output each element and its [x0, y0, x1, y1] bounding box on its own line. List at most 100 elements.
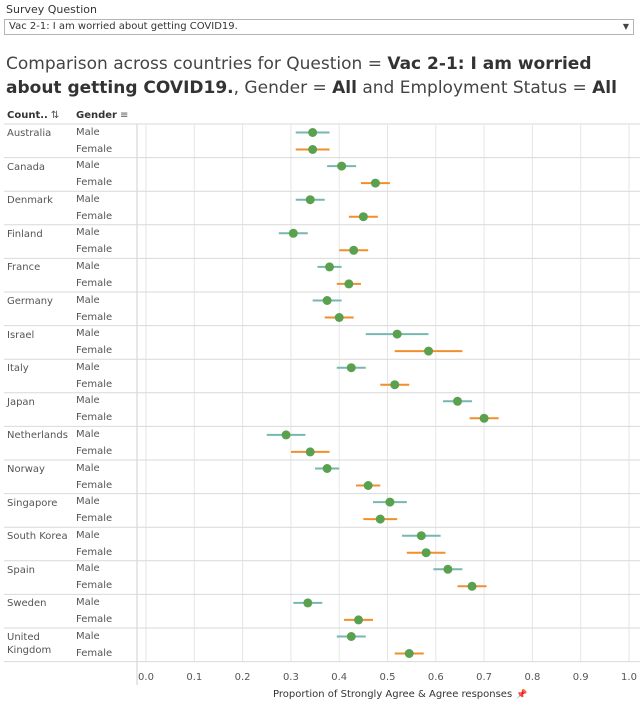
data-point: [303, 598, 313, 608]
gender-label: Male: [76, 260, 100, 272]
data-point: [467, 581, 477, 591]
gender-label: Female: [76, 546, 113, 558]
sort-descending-icon[interactable]: ≡: [119, 110, 129, 121]
chevron-down-icon[interactable]: ▼: [622, 22, 629, 31]
data-point: [346, 363, 356, 373]
data-point: [281, 430, 291, 440]
data-point: [358, 212, 368, 222]
gender-label: Female: [76, 177, 113, 189]
gender-header-label: Gender: [76, 110, 117, 121]
data-point: [375, 514, 385, 524]
data-point: [288, 228, 298, 238]
x-tick-label: 1.0: [621, 672, 637, 683]
gender-label: Male: [76, 160, 100, 172]
gender-label: Male: [76, 294, 100, 306]
survey-question-value: Vac 2-1: I am worried about getting COVI…: [9, 21, 238, 32]
x-tick-label: 0.0: [138, 672, 154, 683]
data-point: [385, 497, 395, 507]
gender-label: Female: [76, 412, 113, 424]
gender-label: Male: [76, 193, 100, 205]
data-point: [421, 548, 431, 558]
gender-label: Female: [76, 277, 113, 289]
country-header-label: Count..: [7, 110, 48, 121]
pin-icon[interactable]: 📌: [516, 690, 528, 700]
data-point: [349, 245, 359, 255]
country-label: Denmark: [7, 195, 53, 207]
data-point: [322, 296, 332, 305]
country-label: Australia: [7, 128, 52, 139]
page-title: Comparison across countries for Question…: [6, 52, 638, 100]
country-column-header[interactable]: Count.. ⇅: [7, 110, 59, 121]
data-point: [363, 481, 373, 490]
x-tick-label: 0.8: [524, 672, 540, 683]
title-gender: All: [332, 78, 357, 98]
data-point: [370, 178, 380, 188]
title-prefix: Comparison across countries for Question…: [6, 54, 388, 74]
country-label: Finland: [7, 228, 43, 240]
survey-question-dropdown[interactable]: Vac 2-1: I am worried about getting COVI…: [4, 19, 634, 35]
x-tick-label: 0.4: [331, 672, 347, 683]
data-point: [337, 161, 347, 171]
x-axis-title-text: Proportion of Strongly Agree & Agree res…: [273, 689, 513, 700]
country-label: South Korea: [7, 531, 68, 543]
data-point: [404, 649, 414, 658]
title-employment-text: and Employment Status =: [356, 78, 593, 98]
country-label: Italy: [7, 363, 29, 375]
x-tick-label: 0.5: [380, 672, 396, 683]
gender-label: Male: [76, 428, 100, 440]
sort-az-icon[interactable]: ⇅: [50, 110, 60, 121]
data-point: [354, 615, 364, 625]
gender-label: Female: [76, 378, 113, 390]
gender-label: Male: [76, 630, 100, 642]
x-tick-label: 0.9: [573, 672, 589, 683]
gender-label: Female: [76, 513, 113, 525]
country-label: Canada: [7, 161, 46, 173]
data-point: [308, 128, 318, 137]
data-point: [334, 313, 344, 322]
x-tick-label: 0.3: [283, 672, 299, 683]
gender-label: Male: [76, 395, 100, 407]
data-point: [479, 413, 489, 423]
country-label: Netherlands: [7, 430, 68, 442]
gender-label: Male: [76, 126, 100, 138]
gender-label: Female: [76, 345, 113, 357]
country-label: Spain: [7, 564, 35, 576]
data-point: [392, 329, 402, 339]
data-point: [453, 396, 463, 406]
data-point: [305, 195, 315, 205]
gender-label: Male: [76, 529, 100, 541]
survey-question-label: Survey Question: [6, 3, 97, 16]
data-point: [424, 346, 434, 356]
gender-label: Male: [76, 462, 100, 474]
gender-label: Male: [76, 496, 100, 508]
data-point: [443, 564, 453, 574]
gender-label: Female: [76, 311, 113, 323]
data-point: [305, 447, 315, 457]
gender-label: Female: [76, 580, 113, 592]
country-label: Sweden: [7, 598, 47, 610]
gender-label: Female: [76, 143, 113, 155]
gender-column-header[interactable]: Gender ≡: [76, 110, 128, 121]
gender-label: Male: [76, 328, 100, 340]
title-gender-text: , Gender =: [233, 78, 333, 98]
data-point: [325, 262, 335, 272]
x-tick-label: 0.2: [235, 672, 251, 683]
x-tick-label: 0.7: [476, 672, 492, 683]
gender-label: Female: [76, 445, 113, 457]
x-axis-title: Proportion of Strongly Agree & Agree res…: [273, 689, 527, 700]
gender-label: Female: [76, 613, 113, 625]
country-label: United Kingdom: [7, 632, 52, 656]
x-tick-label: 0.6: [428, 672, 444, 683]
data-point: [416, 531, 426, 541]
country-label: France: [7, 262, 41, 274]
x-tick-label: 0.1: [186, 672, 202, 683]
data-point: [344, 279, 354, 289]
country-label: Norway: [7, 464, 45, 475]
title-employment: All: [592, 78, 617, 98]
gender-label: Male: [76, 563, 100, 575]
country-label: Japan: [7, 396, 35, 408]
gender-label: Male: [76, 596, 100, 608]
country-label: Germany: [7, 296, 53, 307]
gender-label: Male: [76, 227, 100, 239]
